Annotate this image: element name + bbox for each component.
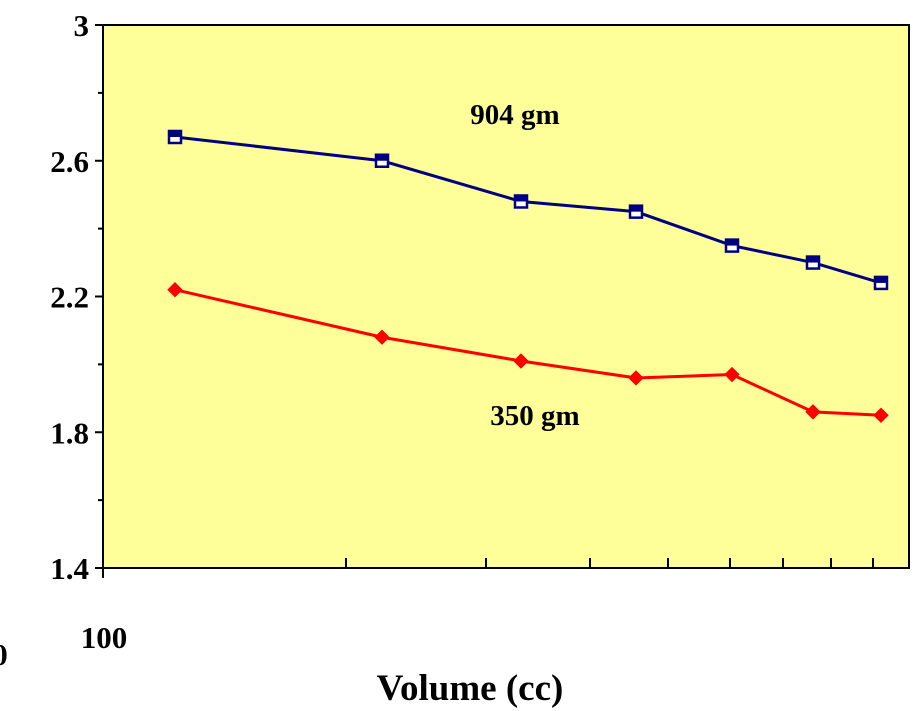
data-point-square-fill — [875, 276, 887, 283]
series-label: 904 gm — [470, 99, 559, 131]
data-point-diamond — [374, 329, 390, 345]
data-point-diamond — [513, 353, 529, 369]
x-tick-label: 0 — [0, 637, 8, 672]
data-point-diamond — [628, 370, 644, 386]
data-point-diamond — [724, 366, 740, 383]
data-point-diamond — [167, 282, 183, 298]
data-point-square-fill — [630, 205, 642, 212]
y-tick-label: 2.6 — [50, 144, 89, 179]
data-point-square-fill — [726, 239, 738, 246]
x-tick-label: 100 — [81, 620, 128, 655]
y-tick-label: 1.4 — [50, 551, 89, 586]
data-point-square-fill — [376, 154, 388, 161]
y-tick-label: 2.2 — [50, 280, 89, 315]
x-axis-title: Volume (cc) — [377, 668, 564, 709]
data-point-diamond — [805, 404, 821, 420]
data-point-diamond — [873, 407, 889, 423]
y-tick-label: 3 — [74, 8, 90, 43]
data-point-square-fill — [807, 256, 819, 263]
data-point-square-fill — [515, 195, 527, 202]
y-tick-label: 1.8 — [50, 415, 89, 450]
plot-area — [102, 24, 910, 569]
series-label: 350 gm — [490, 400, 579, 432]
data-point-square-fill — [169, 130, 181, 137]
